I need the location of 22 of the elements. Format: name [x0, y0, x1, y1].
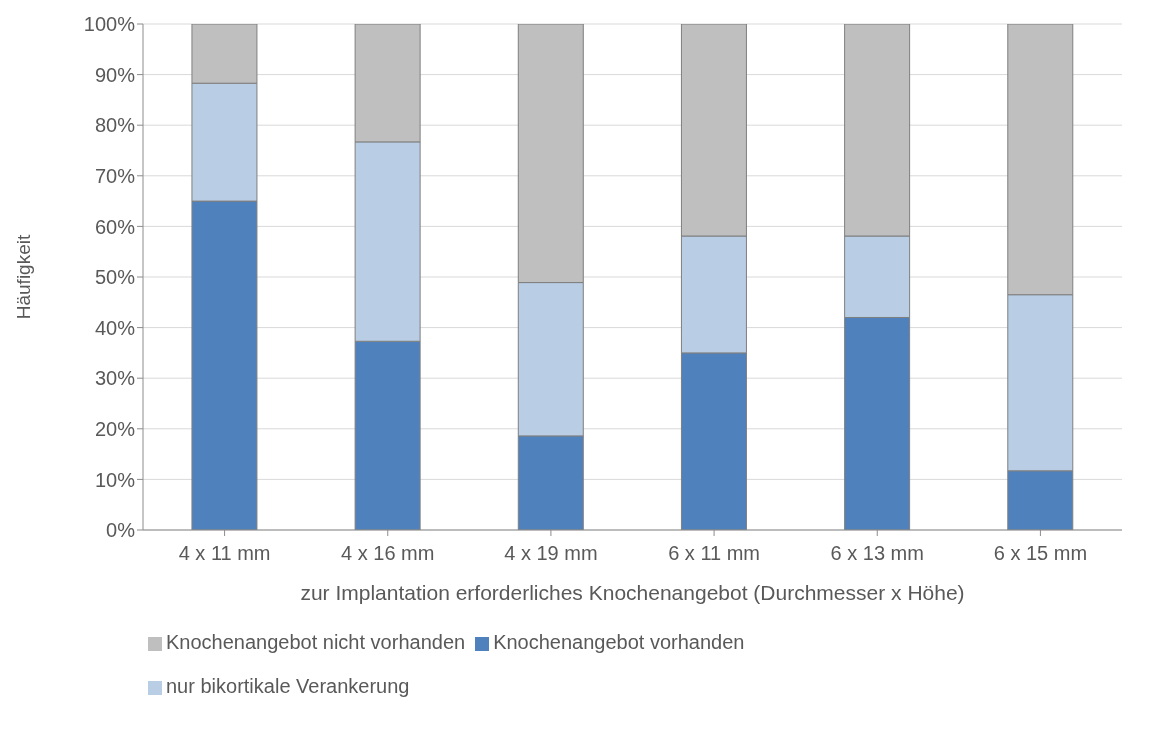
y-tick-label: 10%: [94, 468, 136, 491]
y-tick-label: 40%: [94, 316, 136, 339]
y-axis-title: Häufigkeit: [12, 234, 34, 320]
y-tick-label: 20%: [94, 417, 136, 440]
y-tick-label: 0%: [106, 519, 136, 542]
legend-label: Knochenangebot vorhanden: [493, 631, 745, 653]
x-tick-label: 4 x 16 mm: [341, 542, 435, 565]
x-tick-label: 4 x 11 mm: [178, 542, 271, 565]
x-axis-title: zur Implantation erforderliches Knochenangebot (Durchmesser x Höhe): [300, 581, 965, 604]
y-tick-label: 80%: [94, 114, 136, 137]
y-tick-label: 100%: [83, 13, 136, 36]
legend-label: nur bikortikale Verankerung: [166, 675, 410, 697]
x-tick-label: 6 x 11 mm: [668, 542, 761, 565]
y-tick-label: 60%: [94, 215, 136, 238]
y-tick-label: 50%: [94, 266, 136, 289]
y-tick-label: 30%: [94, 367, 136, 390]
x-tick-label: 6 x 13 mm: [830, 542, 924, 565]
x-tick-label: 6 x 15 mm: [993, 542, 1088, 565]
y-tick-label: 90%: [94, 63, 136, 86]
x-tick-label: 4 x 19 mm: [504, 542, 598, 565]
y-tick-label: 70%: [94, 164, 136, 187]
legend-label: Knochenangebot nicht vorhanden: [166, 631, 466, 653]
